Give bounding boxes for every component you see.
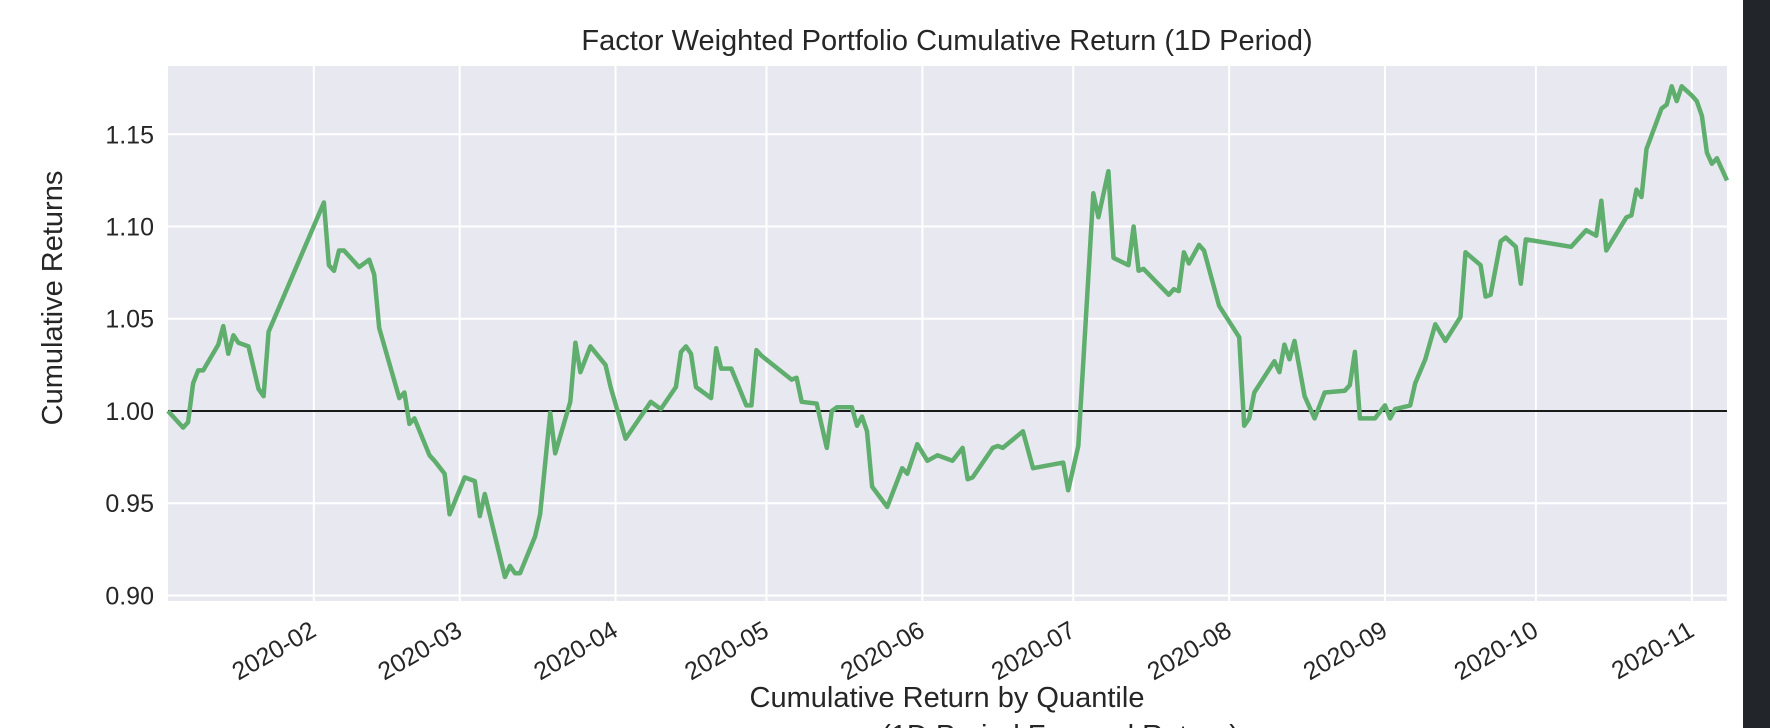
x-tick-label: 2020-04 [529,616,623,686]
next-chart-subtitle: (1D Period Forward Return) [881,720,1239,728]
y-tick-label: 0.90 [105,582,154,610]
x-tick-label: 2020-05 [680,616,773,686]
series-line [166,84,1730,580]
y-tick-label: 1.15 [105,121,154,149]
x-tick-label: 2020-06 [836,616,929,686]
x-tick-label: 2020-10 [1449,616,1542,686]
x-tick-labels: 2020-02 2020-03 2020-04 2020-05 2020-06 2020-… [227,616,1698,686]
x-tick-label: 2020-11 [1607,616,1699,685]
dark-side-panel [1743,0,1770,728]
chart-title: Factor Weighted Portfolio Cumulative Ret… [581,25,1312,57]
x-tick-label: 2020-03 [373,616,466,686]
x-tick-label: 2020-07 [987,616,1080,686]
x-tick-label: 2020-02 [227,616,320,686]
y-tick-label: 1.05 [105,306,154,334]
x-tick-label: 2020-09 [1299,616,1392,686]
plot-area [168,66,1727,601]
y-tick-label: 0.95 [105,490,154,518]
x-tick-label: 2020-08 [1143,616,1236,686]
next-chart-title: Cumulative Return by Quantile [750,682,1145,714]
y-tick-labels: 0.90 0.95 1.00 1.05 1.10 1.15 [105,121,154,610]
y-axis-label: Cumulative Returns [37,171,69,426]
y-tick-label: 1.00 [105,398,154,426]
y-tick-label: 1.10 [105,214,154,242]
